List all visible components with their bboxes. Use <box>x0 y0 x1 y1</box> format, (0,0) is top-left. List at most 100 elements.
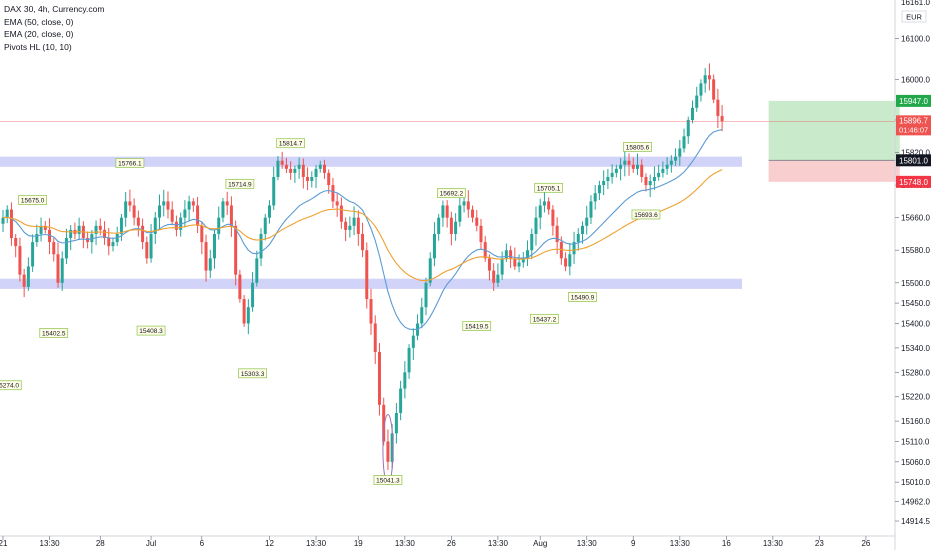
candle-body <box>373 323 377 352</box>
pivot-label-box <box>39 328 69 338</box>
candle-body <box>136 217 140 226</box>
candle-body <box>107 238 111 247</box>
price-tick-label: 16100.0 <box>901 35 930 44</box>
pivot-label-low: 15041.3 <box>373 475 403 485</box>
pivot-label-text: 15692.2 <box>440 191 464 198</box>
time-tick-label: 16 <box>722 539 731 548</box>
candle-body <box>141 225 145 243</box>
candle-body <box>293 168 297 173</box>
pivot-label-high: 15705.1 <box>534 182 564 193</box>
candle-body <box>153 217 157 234</box>
candle-body <box>255 258 259 283</box>
candle-body <box>640 164 644 177</box>
pivot-label-high: 15675.0 <box>18 195 47 205</box>
price-tick-label: 15660.0 <box>901 214 930 223</box>
pivot-label-low: 15274.0 <box>0 380 22 391</box>
candle-body <box>581 225 585 234</box>
stop-price-label: 15748.0 <box>899 178 928 187</box>
candle-body <box>52 242 56 255</box>
time-tick-label: 21 <box>0 539 8 548</box>
legend-ema50[interactable]: EMA (50, close, 0) <box>4 16 74 27</box>
pivot-label-box <box>276 138 305 149</box>
price-tick-label-top: 16161.0 <box>901 0 930 7</box>
candle-body <box>187 201 191 210</box>
candle-body <box>26 266 30 287</box>
candle-body <box>610 172 614 177</box>
candle-body <box>509 250 513 259</box>
candle-body <box>322 164 326 173</box>
candle-body <box>682 136 686 149</box>
price-tick-label: 15060.0 <box>901 458 930 467</box>
target-price-label-badge <box>896 94 931 107</box>
candle-body <box>652 176 656 182</box>
candle-body <box>103 229 107 239</box>
candle-body <box>576 233 580 243</box>
candle-body <box>555 225 559 243</box>
price-tick-label: 15820.0 <box>901 149 930 158</box>
candle-body <box>310 176 314 182</box>
ema-lines <box>2 129 723 331</box>
candle-body <box>208 258 212 271</box>
time-tick-label: 28 <box>96 539 105 548</box>
candle-body <box>94 225 98 234</box>
legend-pivots[interactable]: Pivots HL (10, 10) <box>4 41 72 52</box>
currency-box[interactable] <box>901 10 927 23</box>
time-tick-label: 26 <box>447 539 456 548</box>
stop-zone[interactable] <box>768 160 900 182</box>
legend-ema20[interactable]: EMA (20, close, 0) <box>4 29 74 39</box>
price-tick-label: 15010.0 <box>901 478 930 487</box>
candle-body <box>593 193 597 202</box>
time-tick-label: 19 <box>354 539 363 548</box>
pivot-label-box <box>136 325 166 336</box>
candle-body <box>272 176 276 206</box>
pivot-label-high: 15766.1 <box>115 158 145 168</box>
profit-zone[interactable] <box>768 100 900 161</box>
candle-body <box>18 246 22 275</box>
time-tick-label: 23 <box>815 539 824 548</box>
bar-countdown-label: 01:46:07 <box>899 125 928 134</box>
candle-body <box>213 233 216 259</box>
candle-body <box>526 250 530 259</box>
candle-body <box>331 185 335 202</box>
candle-body <box>352 217 356 226</box>
candle-body <box>365 250 369 300</box>
candle-body <box>64 238 68 259</box>
candle-body <box>221 201 225 218</box>
candle-body <box>568 254 572 267</box>
price-tick-label: 14914.5 <box>901 517 930 526</box>
candle-body <box>246 307 250 324</box>
candle-body <box>238 274 242 300</box>
candle-body <box>432 233 436 259</box>
time-tick-label: 13:30 <box>763 539 784 548</box>
candle-body <box>183 209 187 218</box>
long-position-tool[interactable] <box>768 100 900 182</box>
pivot-label-high: 15805.6 <box>623 142 652 152</box>
currency-label[interactable]: EUR <box>906 13 922 22</box>
legend-symbol[interactable]: DAX 30, 4h, Currency.com <box>4 4 105 14</box>
candle-body <box>716 99 720 116</box>
candle-body <box>35 233 39 243</box>
candle-body <box>242 299 246 324</box>
candle-body <box>39 225 43 234</box>
candle-body <box>712 79 716 100</box>
pivot-label-text: 15041.3 <box>376 477 400 484</box>
candle-body <box>449 217 453 234</box>
pivot-label-low: 15303.3 <box>238 368 267 379</box>
ema20-line <box>2 129 723 331</box>
time-tick-label: 13:30 <box>395 539 416 548</box>
pivot-label-low: 15490.9 <box>568 292 597 302</box>
candle-body <box>204 242 208 271</box>
pivot-label-text: 15705.1 <box>537 185 561 192</box>
pivot-label-text: 15714.9 <box>228 181 252 188</box>
pivot-label-box <box>530 313 559 324</box>
pivot-label-text: 15408.3 <box>139 328 163 335</box>
candle-body <box>623 160 627 165</box>
candle-body <box>318 164 322 169</box>
price-tick-label: 15340.0 <box>901 344 930 353</box>
candle-body <box>538 205 542 218</box>
candle-body <box>90 233 94 243</box>
candle-body <box>475 217 479 226</box>
